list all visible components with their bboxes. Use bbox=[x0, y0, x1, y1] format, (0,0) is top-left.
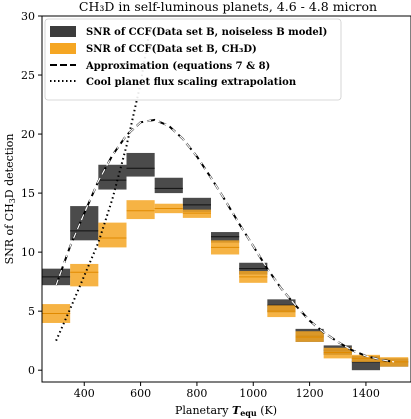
legend-swatch-ch3d bbox=[50, 43, 76, 54]
y-axis-label: SNR of CH3D detection bbox=[3, 134, 17, 265]
bar-series1-bin2 bbox=[98, 222, 127, 248]
plot-area bbox=[42, 33, 409, 371]
y-tick-label-0: 0 bbox=[28, 364, 35, 377]
x-axis-label-sub: equ bbox=[240, 408, 257, 418]
y-tick-label-30: 30 bbox=[21, 10, 35, 23]
bar-series1-bin1 bbox=[70, 263, 99, 287]
y-axis-label-post: D detection bbox=[3, 134, 16, 199]
legend-label-extrapolation: Cool planet flux scaling extrapolation bbox=[86, 77, 297, 88]
y-tick-label-10: 10 bbox=[21, 246, 35, 259]
legend-label-ch3d: SNR of CCF(Data set B, CH₃D) bbox=[86, 44, 257, 55]
y-tick-label-20: 20 bbox=[21, 128, 35, 141]
y-tick-label-5: 5 bbox=[28, 305, 35, 318]
y-axis-label-pre: SNR of CH bbox=[3, 203, 16, 264]
y-tick-label-15: 15 bbox=[21, 187, 35, 200]
y-tick-label-25: 25 bbox=[21, 69, 35, 82]
bar-series1-bin5 bbox=[182, 209, 212, 218]
y-axis-label-sub: 3 bbox=[8, 198, 17, 203]
approximation-inset-line bbox=[55, 119, 395, 363]
x-axis-label-unit: (K) bbox=[257, 404, 277, 417]
bar-series0-bin4 bbox=[154, 177, 183, 194]
x-axis-label-prefix: Planetary bbox=[175, 404, 232, 417]
plot-frame bbox=[41, 15, 411, 383]
legend-label-approximation: Approximation (equations 7 & 8) bbox=[85, 61, 270, 72]
axis-ticks: 400 600 800 1000 1200 1400 0 5 10 15 20 25 30 bbox=[21, 10, 380, 400]
bar-series1-bin3 bbox=[126, 200, 155, 220]
x-tick-label-1400: 1400 bbox=[352, 387, 380, 400]
legend-label-noiseless: SNR of CCF(Data set B, noiseless B model… bbox=[86, 27, 327, 38]
x-tick-label-600: 600 bbox=[130, 387, 151, 400]
x-tick-label-800: 800 bbox=[186, 387, 207, 400]
bar-series1-bin9 bbox=[295, 331, 324, 342]
bar-series1-bin10 bbox=[323, 347, 352, 359]
legend-swatch-noiseless bbox=[50, 26, 76, 37]
x-tick-label-400: 400 bbox=[74, 387, 95, 400]
bar-series0-bin3 bbox=[126, 152, 155, 177]
chart-title: CH₃D in self-luminous planets, 4.6 - 4.8… bbox=[79, 0, 377, 14]
x-axis-label: Planetary Tequ (K) bbox=[175, 404, 277, 418]
x-tick-label-1200: 1200 bbox=[296, 387, 324, 400]
x-tick-label-1000: 1000 bbox=[239, 387, 267, 400]
legend: SNR of CCF(Data set B, noiseless B model… bbox=[44, 18, 342, 101]
x-axis-label-var: T bbox=[232, 404, 241, 417]
bar-series0-bin6 bbox=[211, 232, 240, 243]
legend-box bbox=[44, 18, 342, 101]
bar-series0-bin2 bbox=[98, 164, 127, 190]
